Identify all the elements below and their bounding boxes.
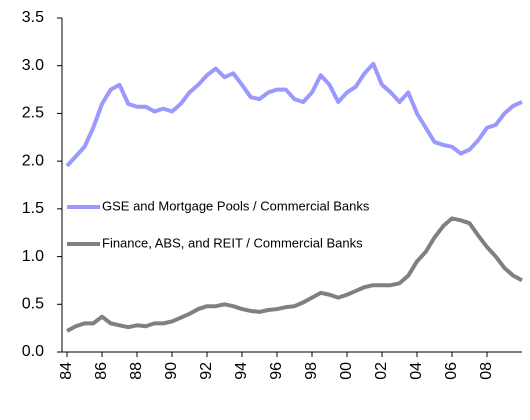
x-tick-label: 84 xyxy=(58,362,75,380)
x-tick-label: 02 xyxy=(373,362,390,380)
x-tick-label: 88 xyxy=(128,362,145,380)
y-tick-label: 3.0 xyxy=(22,57,44,74)
legend-label: Finance, ABS, and REIT / Commercial Bank… xyxy=(102,235,363,250)
x-tick-label: 90 xyxy=(163,362,180,380)
y-tick-label: 2.5 xyxy=(22,105,44,122)
y-tick-label: 3.5 xyxy=(22,9,44,26)
series-line xyxy=(66,216,523,333)
x-tick-label: 04 xyxy=(408,362,425,380)
y-tick-label: 1.0 xyxy=(22,248,44,265)
x-tick-label: 94 xyxy=(233,362,250,380)
x-tick-label: 08 xyxy=(478,362,495,380)
x-tick-label: 00 xyxy=(338,362,355,380)
x-tick-label: 06 xyxy=(443,362,460,380)
x-tick-label: 86 xyxy=(93,362,110,380)
x-tick-label: 92 xyxy=(198,362,215,380)
y-tick-label: 2.0 xyxy=(22,152,44,169)
series-line xyxy=(65,61,523,168)
legend-label: GSE and Mortgage Pools / Commercial Bank… xyxy=(102,198,370,213)
x-tick-label: 96 xyxy=(268,362,285,380)
y-tick-label: 1.5 xyxy=(22,200,44,217)
x-tick-label: 98 xyxy=(303,362,320,380)
y-tick-label: 0.0 xyxy=(22,343,44,360)
y-tick-label: 0.5 xyxy=(22,296,44,313)
